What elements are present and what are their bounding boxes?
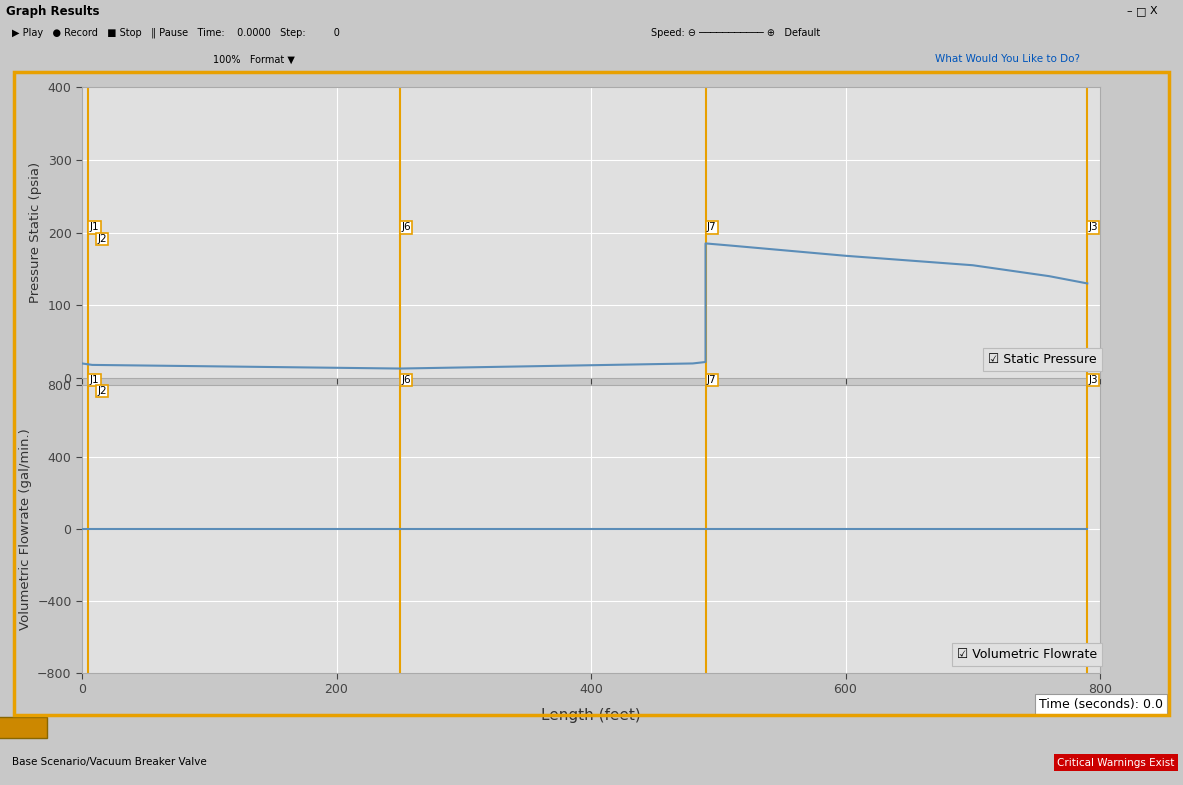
Text: –: – — [1127, 6, 1132, 16]
Text: 100%   Format ▼: 100% Format ▼ — [213, 54, 295, 64]
Text: J3: J3 — [1088, 222, 1098, 232]
Text: J6: J6 — [401, 222, 411, 232]
Text: Speed: ⊖ ─────────── ⊕   Default: Speed: ⊖ ─────────── ⊕ Default — [651, 28, 820, 38]
Text: □: □ — [1137, 6, 1146, 16]
Text: J2: J2 — [97, 234, 106, 244]
Text: J7: J7 — [706, 375, 717, 385]
Text: What Would You Like to Do?: What Would You Like to Do? — [935, 54, 1080, 64]
Text: Critical Warnings Exist: Critical Warnings Exist — [1058, 758, 1175, 768]
Text: ▶ Play   ● Record   ■ Stop   ‖ Pause   Time:    0.0000   Step:         0: ▶ Play ● Record ■ Stop ‖ Pause Time: 0.0… — [12, 28, 340, 38]
Text: J2: J2 — [97, 385, 106, 396]
Text: J3: J3 — [1088, 375, 1098, 385]
Text: X: X — [1150, 6, 1157, 16]
Text: J6: J6 — [401, 375, 411, 385]
Text: J7: J7 — [706, 222, 717, 232]
Text: Base Scenario/Vacuum Breaker Valve: Base Scenario/Vacuum Breaker Valve — [12, 758, 207, 768]
Text: Time (seconds): 0.0: Time (seconds): 0.0 — [1039, 698, 1163, 711]
Text: ☑ Volumetric Flowrate: ☑ Volumetric Flowrate — [957, 648, 1097, 662]
X-axis label: Length (feet): Length (feet) — [541, 707, 641, 722]
Text: Graph Results: Graph Results — [6, 5, 99, 17]
Text: ☑ Static Pressure: ☑ Static Pressure — [988, 353, 1097, 367]
Text: J1: J1 — [90, 375, 99, 385]
FancyBboxPatch shape — [0, 717, 47, 738]
Y-axis label: Volumetric Flowrate (gal/min.): Volumetric Flowrate (gal/min.) — [19, 428, 32, 630]
Y-axis label: Pressure Static (psia): Pressure Static (psia) — [30, 162, 43, 303]
Text: J1: J1 — [90, 222, 99, 232]
